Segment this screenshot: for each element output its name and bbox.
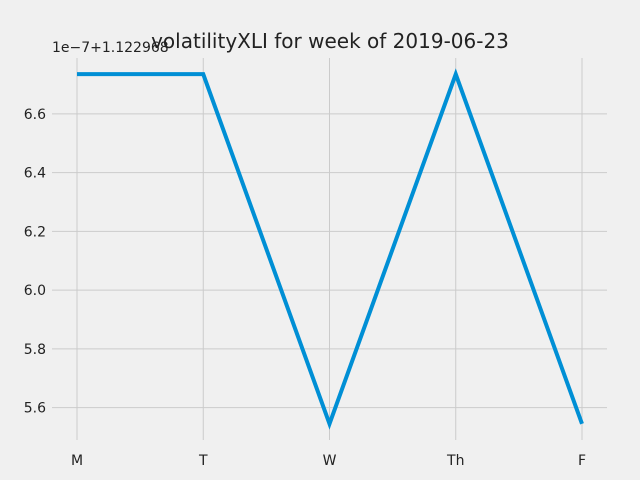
y-tick-label: 6.6 (24, 107, 46, 123)
chart-title: volatilityXLI for week of 2019-06-23 (151, 29, 509, 53)
y-tick-label: 5.6 (24, 401, 46, 417)
series-layer (77, 68, 584, 430)
x-axis-ticks: M T W Th F (71, 453, 586, 469)
x-tick-label: Th (446, 453, 464, 469)
y-tick-label: 6.4 (24, 166, 46, 182)
y-tick-label: 5.8 (24, 342, 46, 358)
grid (52, 58, 607, 440)
x-tick-label: T (198, 453, 208, 469)
y-tick-label: 6.2 (24, 224, 46, 240)
x-tick-label: W (323, 453, 337, 469)
x-tick-label: M (71, 453, 83, 469)
x-tick-label: F (578, 453, 586, 469)
y-axis-offset-label: 1e−7+1.122968 (52, 40, 169, 56)
y-axis-ticks: 5.6 5.8 6.0 6.2 6.4 6.6 (24, 107, 46, 417)
y-tick-label: 6.0 (24, 283, 46, 299)
series-line (77, 68, 584, 430)
